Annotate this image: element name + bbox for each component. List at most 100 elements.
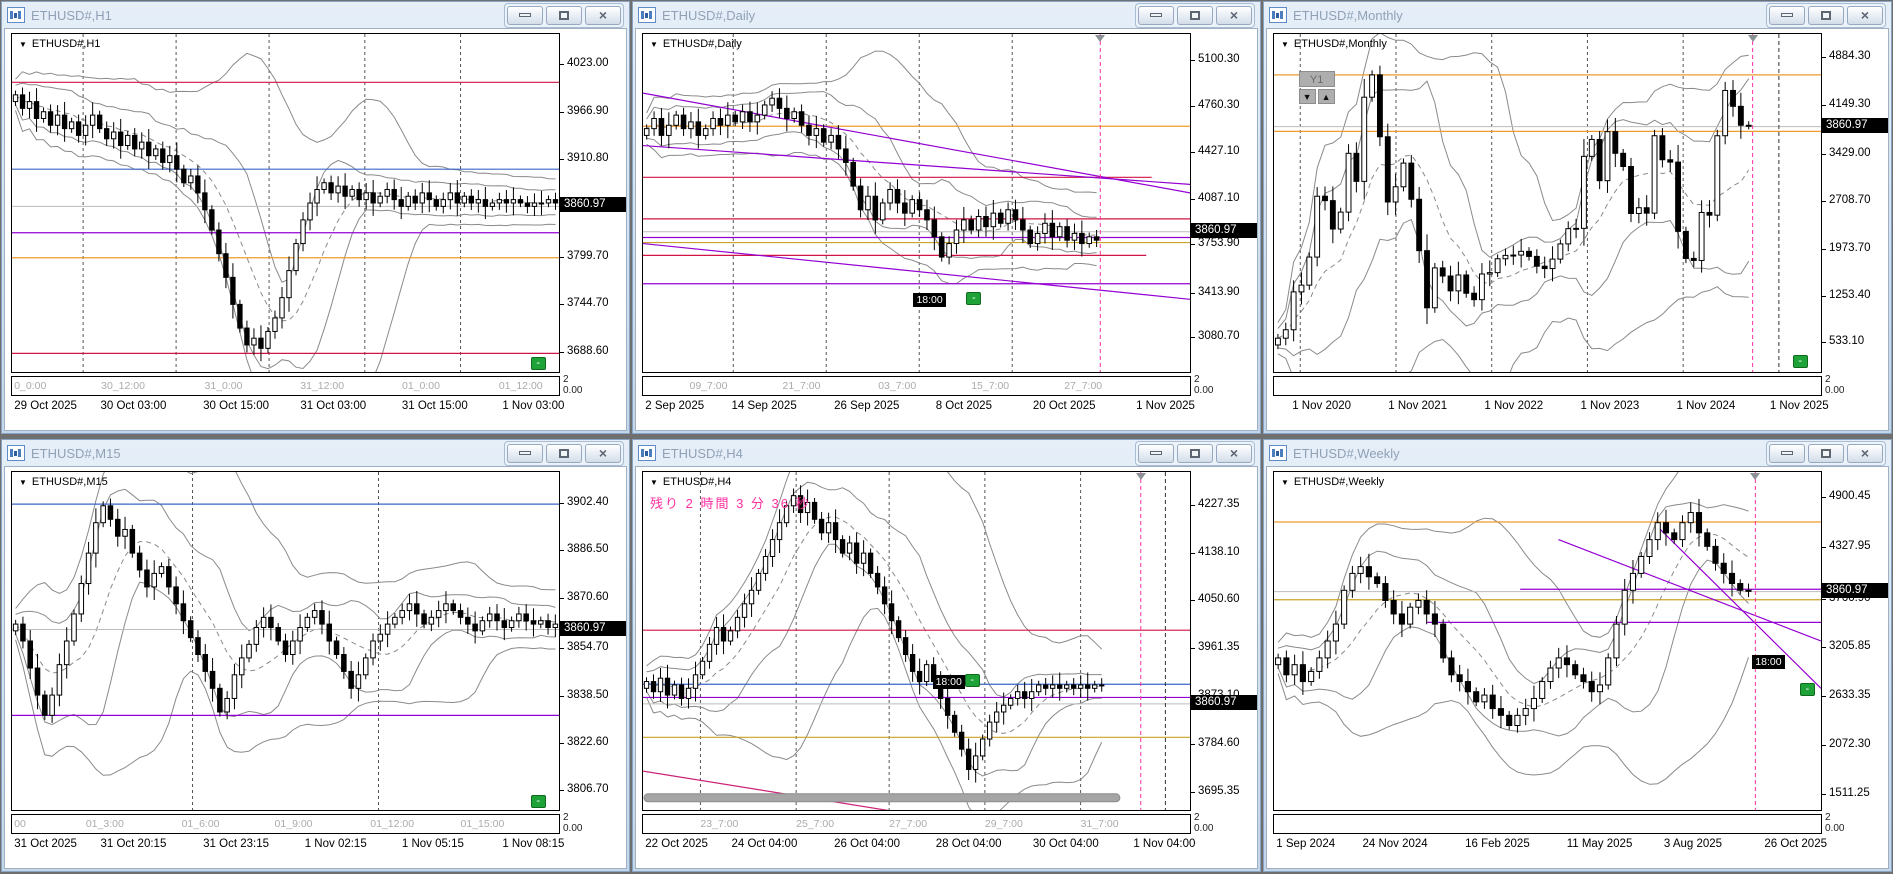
substrip-label: 31_7:00 bbox=[1080, 818, 1119, 830]
quick-trade-button[interactable]: - bbox=[1799, 683, 1815, 697]
time-axis-label: 22 Oct 2025 bbox=[645, 838, 708, 850]
symbol-label-text: ETHUSD#,Daily bbox=[662, 38, 742, 50]
chart-plot-area[interactable]: ▼ ETHUSD#,Daily 18:00 - bbox=[642, 33, 1191, 373]
dropdown-arrow-icon: ▼ bbox=[650, 39, 658, 49]
quick-trade-button[interactable]: - bbox=[530, 356, 546, 370]
time-axis: 1 Sep 2024 24 Nov 2024 16 Feb 2025 11 May 2… bbox=[1273, 838, 1888, 854]
price-tick-label: 1511.25 bbox=[1829, 786, 1870, 799]
chart-window-daily[interactable]: ETHUSD#,Daily × ▼ ETHUSD#,Daily 18:00 - 5100.3… bbox=[632, 1, 1261, 434]
chart-plot-area[interactable]: ▼ ETHUSD#,H1 - bbox=[11, 33, 560, 373]
minimize-button[interactable] bbox=[1769, 443, 1805, 463]
substrip-scale-top: 2 bbox=[1194, 374, 1200, 385]
price-tick-label: 3695.35 bbox=[1198, 785, 1240, 798]
window-controls: × bbox=[1766, 440, 1886, 466]
price-tick-label: 2072.30 bbox=[1829, 737, 1871, 750]
time-axis: 2 Sep 2025 14 Sep 2025 26 Sep 2025 8 Oct 20… bbox=[642, 400, 1257, 416]
price-tick-dash bbox=[1190, 152, 1195, 154]
restore-icon bbox=[1190, 10, 1200, 20]
window-titlebar[interactable]: ETHUSD#,H4 × bbox=[633, 440, 1260, 466]
price-tick-label: 2708.70 bbox=[1829, 193, 1871, 206]
price-tick-label: 3429.00 bbox=[1829, 146, 1871, 159]
close-button[interactable]: × bbox=[1847, 443, 1883, 463]
quick-trade-button[interactable]: - bbox=[964, 673, 980, 687]
time-axis-label: 8 Oct 2025 bbox=[935, 400, 992, 412]
minimize-button[interactable] bbox=[507, 443, 543, 463]
time-axis-label: 1 Nov 2020 bbox=[1292, 400, 1352, 412]
substrip-label: 01_3:00 bbox=[85, 818, 124, 830]
restore-button[interactable] bbox=[1177, 5, 1213, 25]
time-axis-label: 1 Nov 08:15 bbox=[502, 838, 565, 850]
restore-button[interactable] bbox=[1808, 5, 1844, 25]
current-price-badge: 3860.97 bbox=[1822, 582, 1888, 598]
symbol-label: ▼ ETHUSD#,Daily bbox=[650, 38, 742, 50]
chart-window-weekly[interactable]: ETHUSD#,Weekly × ▼ ETHUSD#,Weekly 18:00- 4900… bbox=[1263, 439, 1892, 872]
price-tick-dash bbox=[559, 597, 564, 599]
chart-window-h1[interactable]: ETHUSD#,H1 × ▼ ETHUSD#,H1 - 4023.00 3966.90 391… bbox=[1, 1, 630, 434]
minimize-icon bbox=[1150, 13, 1162, 17]
price-tick-label: 3413.90 bbox=[1198, 286, 1240, 299]
price-tick-dash bbox=[1821, 599, 1826, 601]
substrip-scale-bottom: 0.00 bbox=[563, 385, 583, 396]
window-titlebar[interactable]: ETHUSD#,Monthly × bbox=[1264, 2, 1891, 28]
time-axis-label: 29 Oct 2025 bbox=[14, 400, 77, 412]
year-down-button[interactable]: ▼ bbox=[1298, 89, 1316, 105]
window-titlebar[interactable]: ETHUSD#,M15 × bbox=[2, 440, 629, 466]
chart-window-m15[interactable]: ETHUSD#,M15 × ▼ ETHUSD#,M15 - 3902.40 3886.50 3… bbox=[1, 439, 630, 872]
price-tick-dash bbox=[559, 352, 564, 354]
chart-plot-area[interactable]: ▼ ETHUSD#,Monthly Y1 ▼ ▲ - bbox=[1273, 33, 1822, 373]
substrip-label: 27_7:00 bbox=[1064, 380, 1103, 392]
window-titlebar[interactable]: ETHUSD#,H1 × bbox=[2, 2, 629, 28]
year-up-button[interactable]: ▲ bbox=[1317, 89, 1335, 105]
chart-plot-area[interactable]: ▼ ETHUSD#,H4 残り 2 時間 3 分 36 秒 18:00- bbox=[642, 471, 1191, 811]
price-tick-dash bbox=[1821, 547, 1826, 549]
year-button[interactable]: Y1 bbox=[1298, 71, 1335, 88]
substrip-label: 01_9:00 bbox=[274, 818, 313, 830]
chart-window-monthly[interactable]: ETHUSD#,Monthly × ▼ ETHUSD#,Monthly Y1 ▼ ▲ -488… bbox=[1263, 1, 1892, 434]
substrip-scale-top: 2 bbox=[563, 374, 569, 385]
time-axis-label: 31 Oct 23:15 bbox=[203, 838, 269, 850]
close-button[interactable]: × bbox=[1216, 5, 1252, 25]
window-titlebar[interactable]: ETHUSD#,Weekly × bbox=[1264, 440, 1891, 466]
restore-button[interactable] bbox=[1177, 443, 1213, 463]
time-axis-label: 11 May 2025 bbox=[1566, 838, 1633, 850]
close-button[interactable]: × bbox=[1847, 5, 1883, 25]
substrip-scale-top: 2 bbox=[1194, 812, 1200, 823]
symbol-label-text: ETHUSD#,H1 bbox=[31, 38, 101, 50]
restore-button[interactable] bbox=[1808, 443, 1844, 463]
minimize-button[interactable] bbox=[1769, 5, 1805, 25]
quick-trade-button[interactable]: - bbox=[530, 794, 546, 808]
minimize-button[interactable] bbox=[507, 5, 543, 25]
chart-window-h4[interactable]: ETHUSD#,H4 × ▼ ETHUSD#,H4 残り 2 時間 3 分 36 秒 18… bbox=[632, 439, 1261, 872]
close-button[interactable]: × bbox=[585, 5, 621, 25]
minimize-button[interactable] bbox=[1138, 443, 1174, 463]
chart-plot-area[interactable]: ▼ ETHUSD#,M15 - bbox=[11, 471, 560, 811]
price-tick-dash bbox=[1821, 295, 1826, 297]
minimize-button[interactable] bbox=[1138, 5, 1174, 25]
window-controls: × bbox=[504, 2, 624, 28]
quick-trade-button[interactable]: - bbox=[966, 291, 982, 305]
time-axis-label: 26 Sep 2025 bbox=[834, 400, 900, 412]
close-button[interactable]: × bbox=[585, 443, 621, 463]
substrip-label: 01_6:00 bbox=[181, 818, 220, 830]
restore-icon bbox=[559, 448, 569, 458]
price-tick-dash bbox=[559, 256, 564, 258]
time-axis-label: 26 Oct 2025 bbox=[1764, 838, 1827, 850]
price-tick-label: 3854.70 bbox=[567, 641, 609, 654]
substrip-label: 30_12:00 bbox=[101, 380, 145, 392]
substrip-scale-bottom: 0.00 bbox=[1194, 823, 1214, 834]
restore-button[interactable] bbox=[546, 443, 582, 463]
window-titlebar[interactable]: ETHUSD#,Daily × bbox=[633, 2, 1260, 28]
dropdown-arrow-icon: ▼ bbox=[1281, 39, 1289, 49]
price-tick-dash bbox=[1190, 648, 1195, 650]
restore-button[interactable] bbox=[546, 5, 582, 25]
chart-plot-area[interactable]: ▼ ETHUSD#,Weekly 18:00- bbox=[1273, 471, 1822, 811]
current-price-badge: 3860.97 bbox=[560, 197, 626, 213]
price-tick-dash bbox=[1821, 695, 1826, 697]
close-button[interactable]: × bbox=[1216, 443, 1252, 463]
quick-trade-button[interactable]: - bbox=[1792, 355, 1808, 369]
price-tick-dash bbox=[559, 304, 564, 306]
vline-marker-icon bbox=[1750, 473, 1761, 480]
window-controls: × bbox=[1766, 2, 1886, 28]
price-tick-label: 3886.50 bbox=[567, 543, 609, 556]
